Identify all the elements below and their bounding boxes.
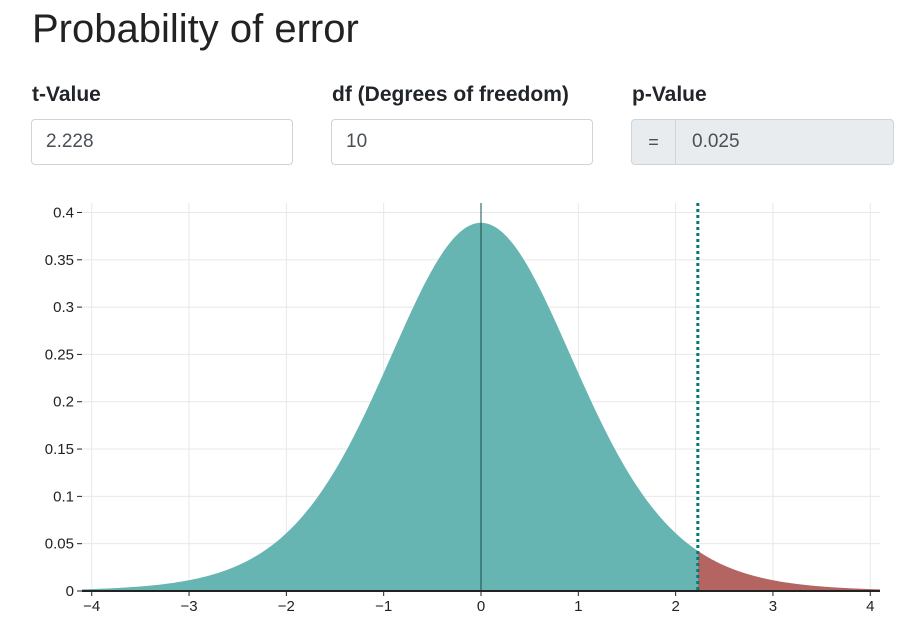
x-tick-label: −2 bbox=[278, 598, 295, 615]
x-tick-label: 2 bbox=[671, 598, 679, 615]
y-tick-label: 0.1 bbox=[53, 488, 74, 505]
x-tick-label: −4 bbox=[83, 598, 100, 615]
p-value-output: = 0.025 bbox=[631, 119, 894, 165]
p-value-text: 0.025 bbox=[692, 131, 740, 152]
x-tick-label: −1 bbox=[375, 598, 392, 615]
y-tick-label: 0.2 bbox=[53, 394, 74, 411]
y-tick-label: 0.3 bbox=[53, 299, 74, 316]
axis-ticks: −4 −3 −2 −1 0 1 2 3 4 0 0.05 0.1 0.15 0.2 0.25 0.3 0.35 0… bbox=[45, 204, 875, 615]
equals-prefix: = bbox=[632, 120, 676, 164]
x-tick-label: 4 bbox=[866, 598, 874, 615]
y-tick-label: 0 bbox=[66, 583, 74, 600]
x-tick-label: 3 bbox=[769, 598, 777, 615]
y-tick-label: 0.4 bbox=[53, 204, 74, 221]
distribution-body-area bbox=[82, 222, 698, 591]
y-tick-label: 0.15 bbox=[45, 441, 74, 458]
y-tick-label: 0.25 bbox=[45, 346, 74, 363]
t-value-input[interactable] bbox=[31, 119, 293, 165]
df-input[interactable] bbox=[331, 119, 593, 165]
t-value-label: t-Value bbox=[32, 83, 101, 106]
x-tick-label: 1 bbox=[574, 598, 582, 615]
p-value-label: p-Value bbox=[632, 83, 707, 106]
y-tick-label: 0.05 bbox=[45, 536, 74, 553]
df-label: df (Degrees of freedom) bbox=[332, 83, 569, 106]
x-tick-label: 0 bbox=[477, 598, 485, 615]
distribution-tail-area bbox=[697, 550, 880, 591]
t-distribution-chart: −4 −3 −2 −1 0 1 2 3 4 0 0.05 0.1 0.15 0.2 0.25 0.3 0.35 0… bbox=[45, 203, 880, 615]
page-title: Probability of error bbox=[32, 7, 359, 51]
x-tick-label: −3 bbox=[180, 598, 197, 615]
y-tick-label: 0.35 bbox=[45, 252, 74, 269]
